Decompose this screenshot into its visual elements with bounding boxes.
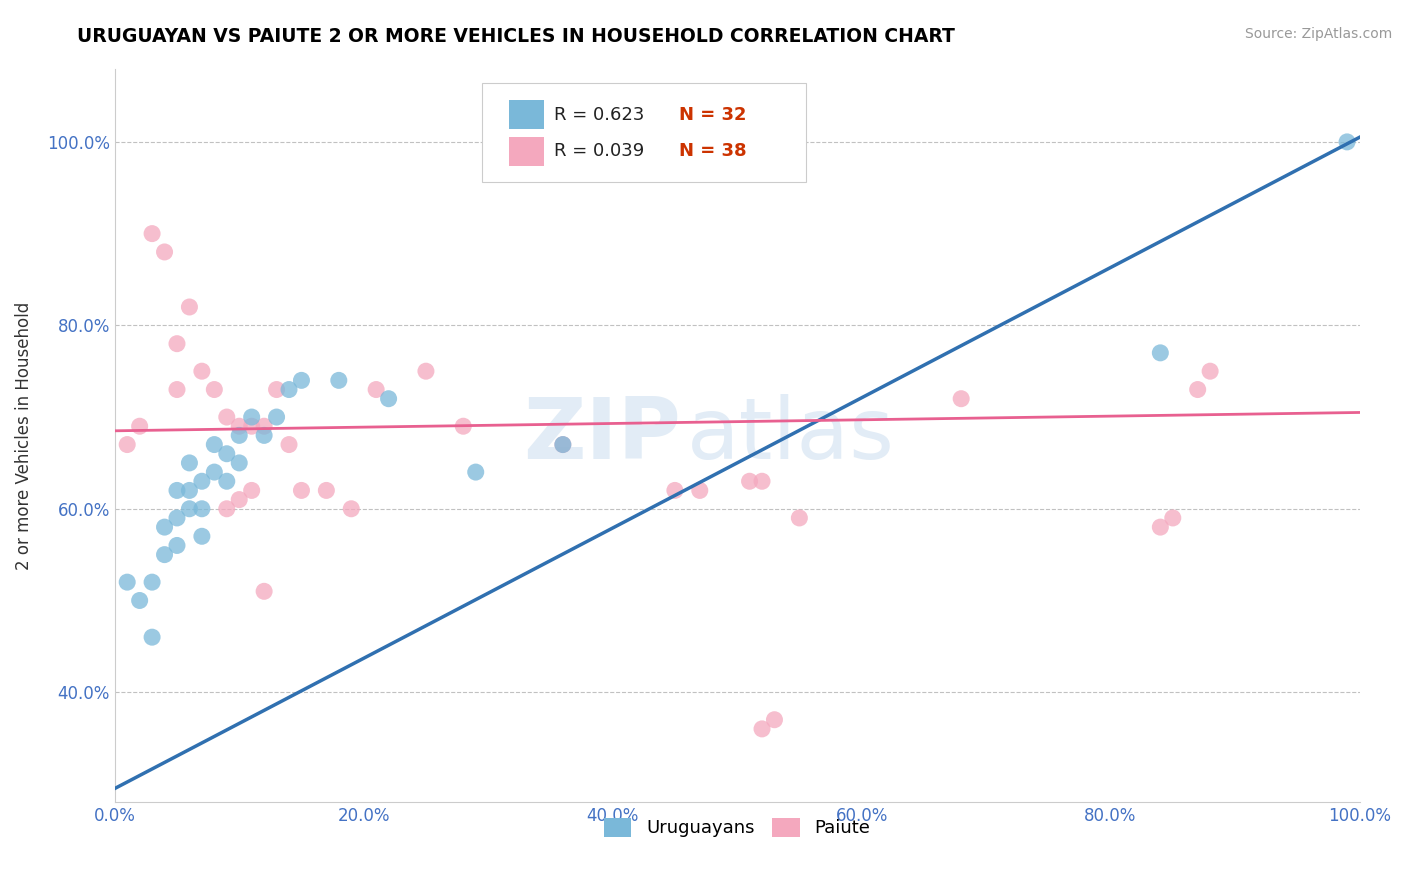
Legend: Uruguayans, Paiute: Uruguayans, Paiute xyxy=(598,811,877,845)
Text: N = 32: N = 32 xyxy=(679,106,747,124)
Point xyxy=(290,483,312,498)
Point xyxy=(179,501,201,516)
Point xyxy=(415,364,437,378)
Point xyxy=(166,538,188,552)
Point xyxy=(128,593,150,607)
Text: Source: ZipAtlas.com: Source: ZipAtlas.com xyxy=(1244,27,1392,41)
Point xyxy=(751,475,773,489)
Point xyxy=(191,529,214,543)
Point xyxy=(328,373,350,387)
Point xyxy=(128,419,150,434)
Text: ZIP: ZIP xyxy=(523,394,681,477)
Point xyxy=(166,336,188,351)
Point xyxy=(738,475,761,489)
Text: R = 0.623: R = 0.623 xyxy=(554,106,644,124)
Point xyxy=(166,483,188,498)
Point xyxy=(202,383,225,397)
Point xyxy=(763,713,786,727)
Point xyxy=(266,410,288,425)
Point xyxy=(153,244,176,259)
Point xyxy=(253,419,276,434)
Point xyxy=(278,383,301,397)
Point xyxy=(315,483,337,498)
Point xyxy=(377,392,399,406)
Point xyxy=(340,501,363,516)
Point xyxy=(1336,135,1358,149)
Point xyxy=(215,475,238,489)
Point xyxy=(141,575,163,590)
Point xyxy=(228,492,250,507)
Point xyxy=(179,483,201,498)
Point xyxy=(689,483,711,498)
Point xyxy=(215,501,238,516)
Point xyxy=(153,548,176,562)
Point xyxy=(464,465,486,479)
Point xyxy=(215,410,238,425)
Point xyxy=(240,419,263,434)
Point xyxy=(191,364,214,378)
Point xyxy=(950,392,973,406)
Point xyxy=(166,511,188,525)
Point xyxy=(202,465,225,479)
Point xyxy=(228,456,250,470)
FancyBboxPatch shape xyxy=(509,136,544,166)
Point xyxy=(202,437,225,451)
Point xyxy=(1149,520,1171,534)
FancyBboxPatch shape xyxy=(509,100,544,129)
Point xyxy=(179,456,201,470)
Point xyxy=(366,383,388,397)
Y-axis label: 2 or more Vehicles in Household: 2 or more Vehicles in Household xyxy=(15,301,32,569)
Point xyxy=(253,428,276,442)
Text: URUGUAYAN VS PAIUTE 2 OR MORE VEHICLES IN HOUSEHOLD CORRELATION CHART: URUGUAYAN VS PAIUTE 2 OR MORE VEHICLES I… xyxy=(77,27,955,45)
Point xyxy=(166,383,188,397)
Point xyxy=(1187,383,1209,397)
Point xyxy=(115,575,138,590)
Point xyxy=(266,383,288,397)
Point xyxy=(1199,364,1222,378)
Point xyxy=(240,410,263,425)
Point xyxy=(789,511,811,525)
Point xyxy=(278,437,301,451)
Point xyxy=(551,437,574,451)
Point xyxy=(253,584,276,599)
Point xyxy=(153,520,176,534)
Point xyxy=(115,437,138,451)
Point xyxy=(191,501,214,516)
Point xyxy=(191,475,214,489)
Point xyxy=(228,419,250,434)
Point xyxy=(179,300,201,314)
Point xyxy=(215,447,238,461)
Point xyxy=(240,483,263,498)
Point xyxy=(1149,346,1171,360)
Point xyxy=(1161,511,1184,525)
Text: atlas: atlas xyxy=(688,394,896,477)
Text: N = 38: N = 38 xyxy=(679,143,747,161)
Point xyxy=(453,419,475,434)
Point xyxy=(228,428,250,442)
Point xyxy=(141,630,163,644)
Point xyxy=(751,722,773,736)
Point xyxy=(551,437,574,451)
FancyBboxPatch shape xyxy=(482,83,806,182)
Text: R = 0.039: R = 0.039 xyxy=(554,143,644,161)
Point xyxy=(664,483,686,498)
Point xyxy=(290,373,312,387)
Point xyxy=(141,227,163,241)
